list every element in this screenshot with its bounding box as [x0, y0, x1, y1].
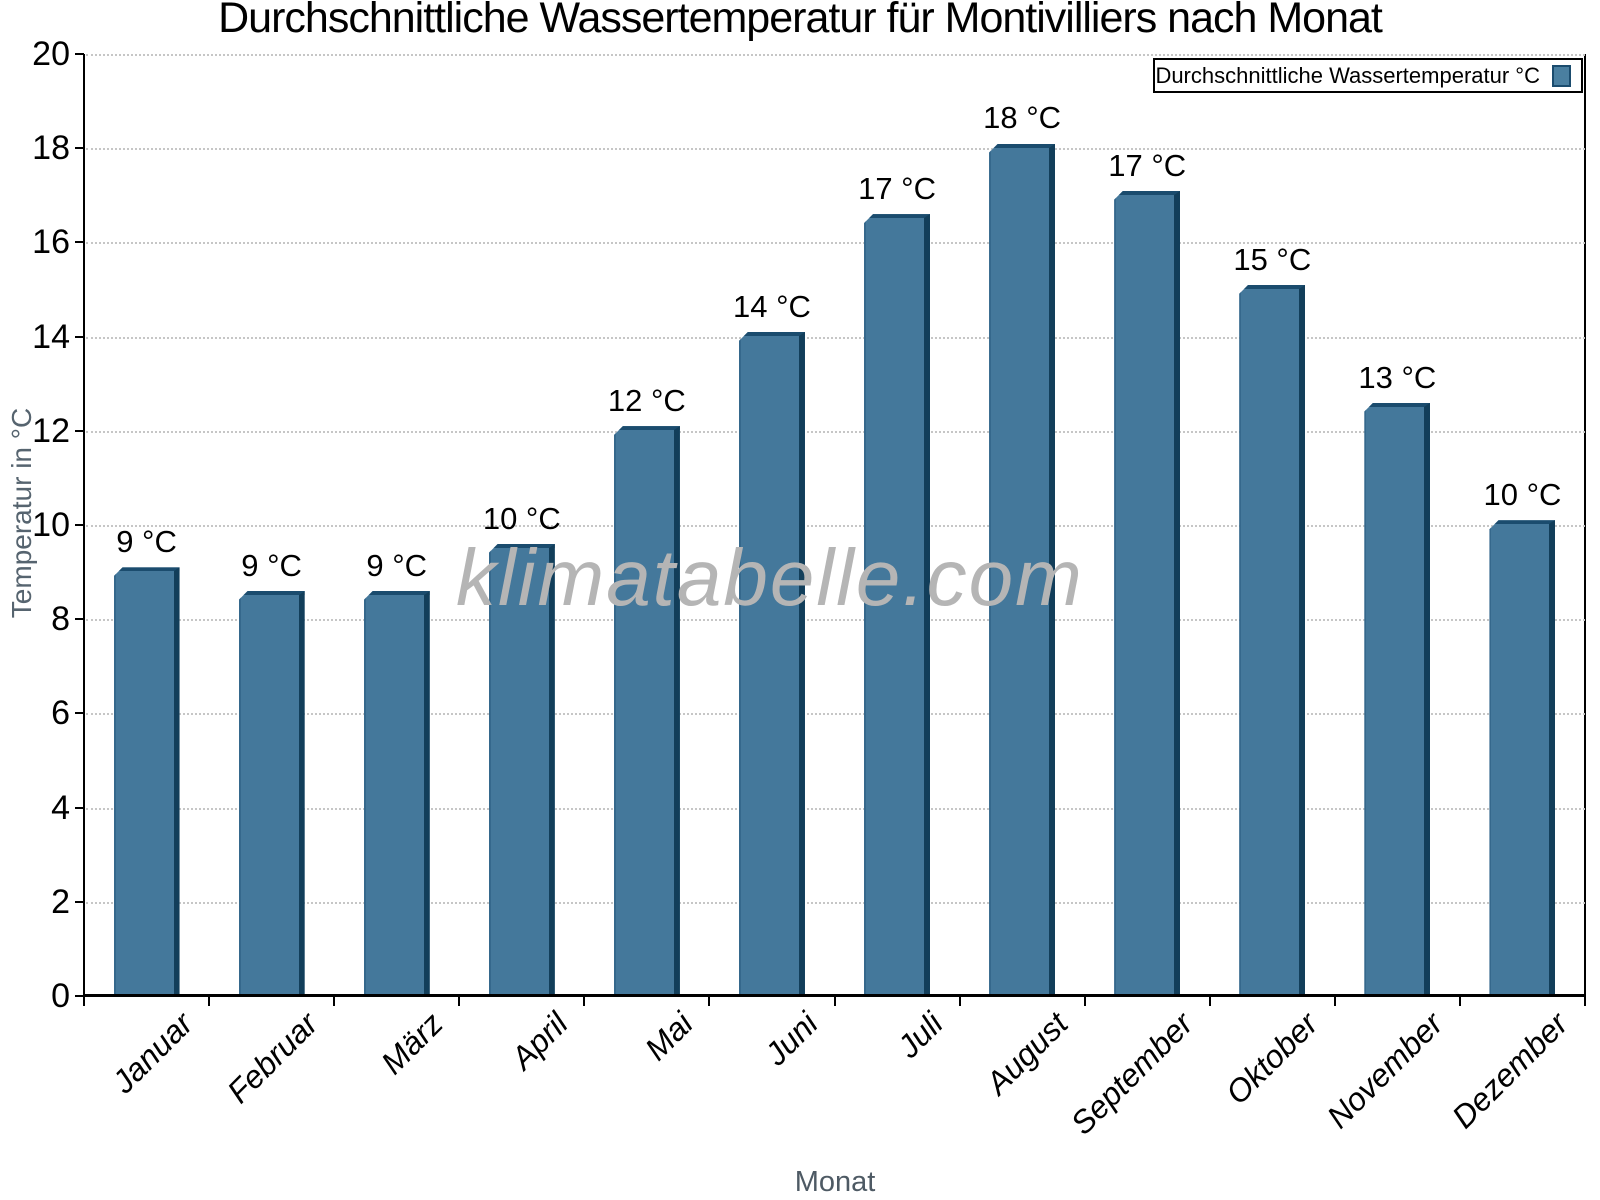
gridline [86, 430, 1585, 433]
x-tick [1458, 997, 1461, 1006]
y-tick [75, 806, 84, 809]
y-tick [75, 995, 84, 997]
x-tick [208, 997, 211, 1006]
legend: Durchschnittliche Wassertemperatur °C [1153, 58, 1583, 93]
legend-swatch [1552, 64, 1571, 87]
y-tick-label: 12 [32, 411, 70, 450]
gridline [86, 619, 1585, 622]
gridline [86, 713, 1585, 716]
y-tick-label: 16 [32, 223, 70, 262]
y-tick-label: 6 [51, 694, 70, 733]
chart-title: Durchschnittliche Wassertemperatur für M… [218, 0, 1383, 42]
bar [1489, 520, 1556, 996]
bar-value-label: 13 °C [1358, 359, 1437, 395]
bar-value-label: 9 °C [116, 524, 177, 560]
x-tick [958, 997, 961, 1006]
x-tick [333, 997, 336, 1006]
y-tick [75, 241, 84, 244]
bar [1239, 284, 1306, 996]
y-tick-label: 10 [32, 506, 70, 544]
y-tick [75, 53, 84, 55]
gridline [86, 242, 1585, 245]
x-tick [1333, 997, 1336, 1006]
y-tick-label: 18 [32, 129, 70, 168]
y-tick [75, 618, 84, 621]
y-tick-label: 20 [32, 35, 70, 73]
x-tick [83, 997, 85, 1006]
x-tick [833, 997, 836, 1006]
bar-value-label: 15 °C [1233, 241, 1312, 277]
y-tick [75, 429, 84, 432]
bar [363, 590, 430, 996]
x-tick [1584, 997, 1586, 1006]
gridline [86, 148, 1585, 151]
bar [613, 426, 680, 996]
x-tick [1208, 997, 1211, 1006]
y-tick-label: 0 [51, 977, 70, 1015]
x-axis-line [83, 994, 1586, 997]
bar-value-label: 17 °C [858, 171, 936, 207]
plot-area: klimatabelle.com Durchschnittliche Wasse… [84, 54, 1585, 996]
y-tick-label: 4 [51, 788, 70, 827]
y-axis-title: Temperatur in °C [6, 407, 37, 619]
bar [488, 543, 555, 996]
bar [1364, 402, 1431, 996]
plot-right-border [1584, 54, 1586, 996]
bar-value-label: 12 °C [607, 383, 686, 419]
y-tick-label: 8 [51, 600, 70, 639]
gridline [86, 901, 1585, 904]
x-tick [583, 997, 586, 1006]
gridline [86, 54, 1585, 56]
gridline [86, 807, 1585, 810]
bar [1114, 190, 1181, 996]
y-tick [75, 900, 84, 903]
y-tick [75, 335, 84, 338]
x-tick [458, 997, 461, 1006]
y-tick [75, 524, 84, 526]
bar [989, 143, 1056, 996]
y-tick [75, 712, 84, 715]
bar-value-label: 18 °C [983, 100, 1062, 136]
bar-value-label: 14 °C [733, 288, 811, 324]
bar-value-label: 9 °C [366, 547, 428, 583]
y-tick-label: 14 [32, 317, 70, 356]
x-axis-title: Monat [794, 1166, 876, 1198]
bar-value-label: 10 °C [482, 500, 561, 536]
bar [113, 567, 180, 996]
x-tick [708, 997, 711, 1006]
bar [864, 214, 931, 996]
bar [238, 590, 305, 996]
bar [738, 331, 805, 996]
watermark: klimatabelle.com [456, 533, 1084, 622]
gridline [86, 525, 1585, 527]
y-tick [75, 147, 84, 150]
legend-label: Durchschnittliche Wassertemperatur °C [1155, 62, 1540, 88]
y-axis-line [83, 54, 85, 996]
bar-value-label: 9 °C [241, 547, 302, 583]
bar-value-label: 17 °C [1108, 147, 1187, 183]
gridline [86, 336, 1585, 339]
bar-value-label: 10 °C [1483, 477, 1562, 513]
y-tick-label: 2 [51, 882, 70, 921]
x-tick [1083, 997, 1086, 1006]
